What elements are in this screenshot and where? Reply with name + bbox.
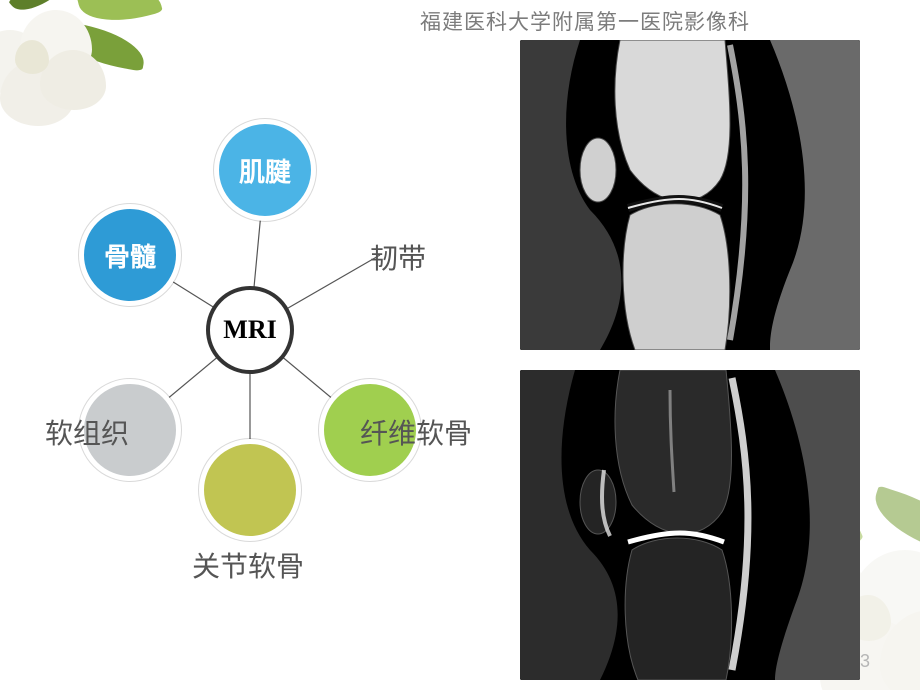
sat-label-articular: 关节软骨 <box>192 545 304 585</box>
sat-node-tendon: 肌腱 <box>214 119 316 221</box>
mri-image-bottom <box>520 370 860 680</box>
page-number: 3 <box>860 651 870 672</box>
mri-image-top <box>520 40 860 350</box>
sat-label-soft: 软组织 <box>45 412 129 452</box>
sat-label-fibro: 纤维软骨 <box>360 412 472 452</box>
sat-node-marrow: 骨髓 <box>79 204 181 306</box>
mri-concept-diagram: MRI肌腱韧带纤维软骨关节软骨软组织骨髓 <box>60 100 480 560</box>
slide: 福建医科大学附属第一医院影像科 3 MRI 肌腱韧带纤维软骨关节软骨 软组织 骨髓 <box>0 0 920 690</box>
center-node-mri: MRI <box>206 286 294 374</box>
mri-svg-top <box>520 40 860 350</box>
sat-label-ligament: 韧带 <box>370 237 426 277</box>
institution-header: 福建医科大学附属第一医院影像科 <box>420 6 750 36</box>
mri-svg-bottom <box>520 370 860 680</box>
sat-node-articular <box>199 439 301 541</box>
